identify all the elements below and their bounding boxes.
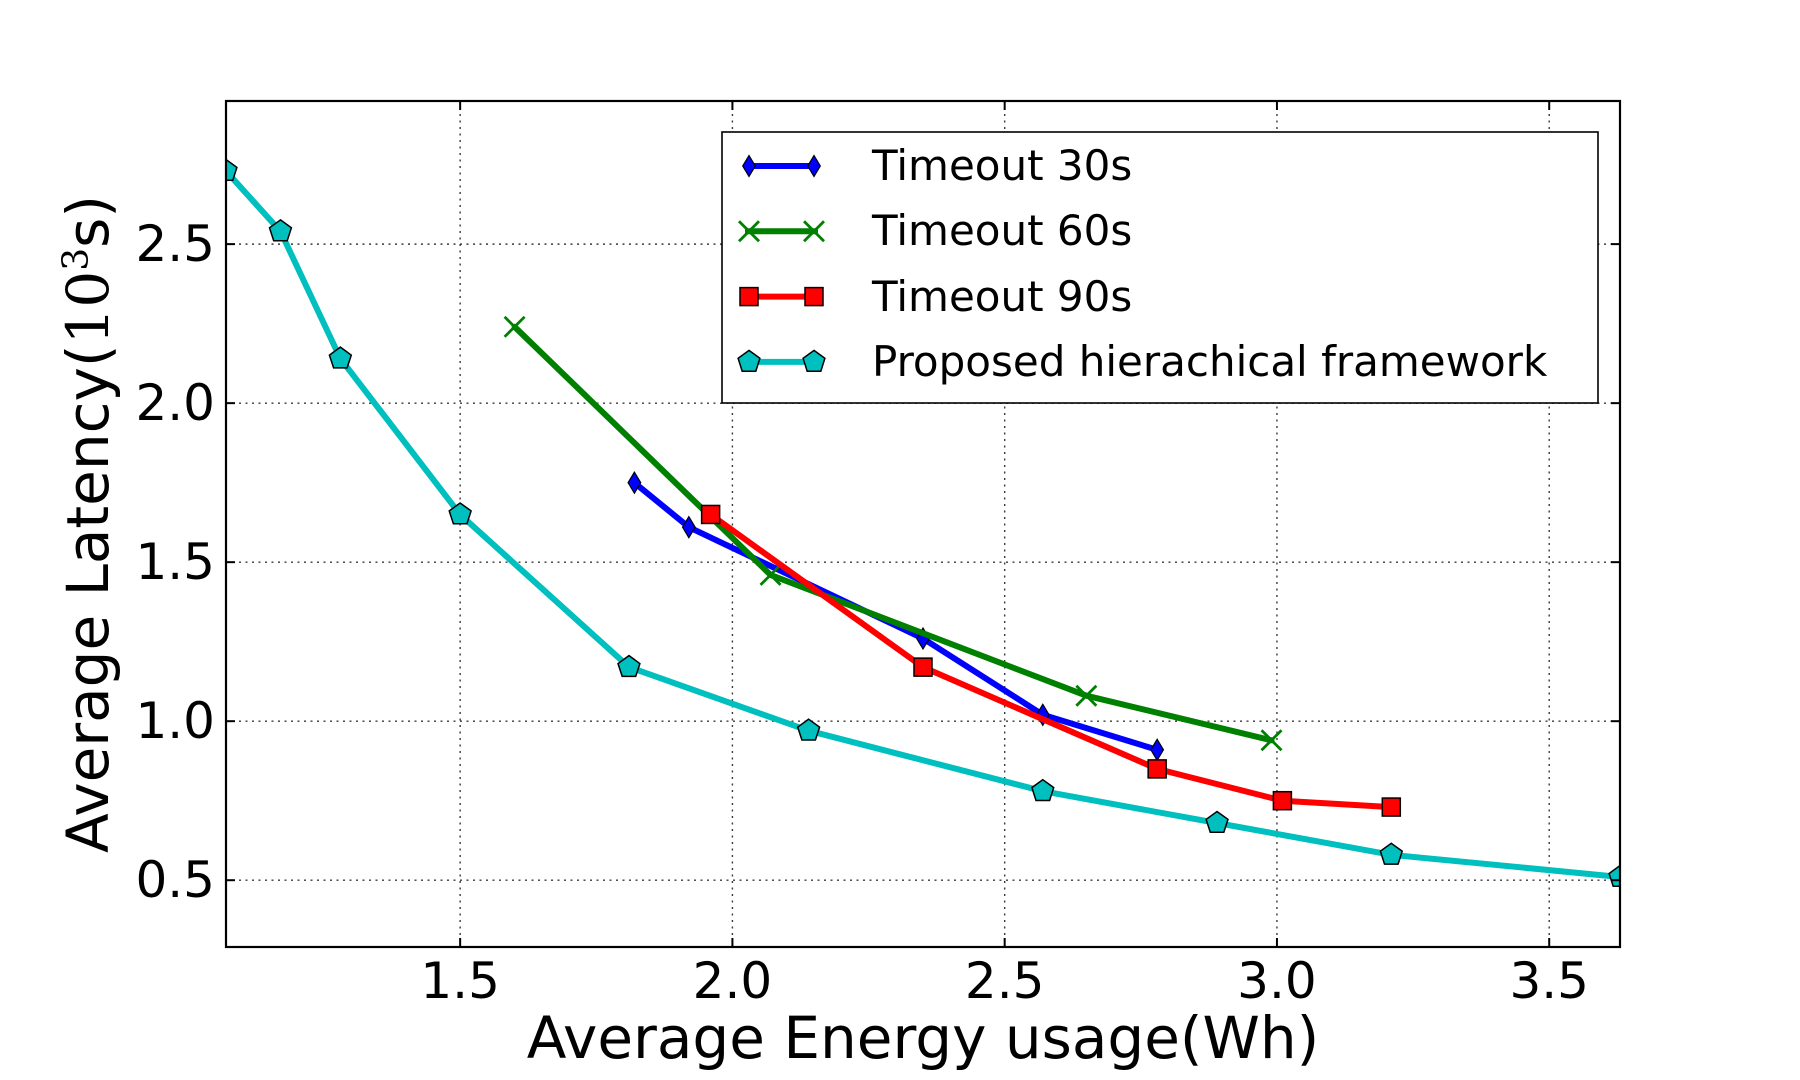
x-tick-label: 3.0 <box>1237 952 1317 1010</box>
series-line <box>225 168 1621 880</box>
thin-diamond-marker <box>742 154 756 178</box>
pentagon-marker <box>448 502 472 525</box>
thin-diamond-marker <box>627 470 642 495</box>
x-marker <box>503 315 526 338</box>
y-axis-label-power-base: 10 <box>54 270 122 345</box>
pentagon-marker <box>268 218 293 242</box>
square-marker <box>913 657 933 677</box>
x-marker <box>759 563 782 586</box>
thin-diamond-marker <box>681 515 696 539</box>
y-axis-label: Average Latency(103s) <box>54 0 122 1064</box>
x-marker <box>803 220 825 243</box>
x-marker <box>738 220 760 243</box>
square-marker <box>804 286 824 307</box>
legend-label: Proposed hierachical framework <box>872 336 1548 386</box>
square-marker <box>700 504 721 525</box>
tick-marks <box>226 101 1620 947</box>
pentagon-marker <box>802 349 826 372</box>
series-line <box>511 323 1275 744</box>
y-axis-label-unit: s) <box>54 194 122 248</box>
x-tick-label: 3.5 <box>1509 952 1589 1010</box>
y-tick-label: 2.5 <box>135 215 215 274</box>
x-marker <box>1075 684 1098 707</box>
square-marker <box>1272 790 1293 811</box>
pentagon-marker <box>617 654 641 678</box>
y-tick-label: 1.0 <box>135 692 215 751</box>
pentagon-marker <box>796 718 821 741</box>
pentagon-marker <box>328 346 353 369</box>
thin-diamond-marker <box>807 154 821 178</box>
legend-label: Timeout 60s <box>872 206 1133 256</box>
square-marker <box>1147 759 1167 779</box>
series-proposed-hierachical-framework <box>225 158 1621 888</box>
pentagon-marker <box>1205 810 1229 834</box>
y-axis-label-power-exponent: 3 <box>55 247 97 271</box>
x-tick-label: 2.5 <box>964 952 1045 1010</box>
x-tick-label: 2.0 <box>692 952 773 1010</box>
series-timeout-60s <box>503 315 1283 752</box>
pentagon-marker <box>1031 778 1055 802</box>
x-axis-label: Average Energy usage(Wh) <box>526 1004 1320 1072</box>
y-tick-label: 2.0 <box>135 374 215 433</box>
legend-box <box>721 131 1599 404</box>
thin-diamond-marker <box>1150 738 1165 762</box>
pentagon-marker <box>1379 842 1404 865</box>
y-axis-label-text: Average Latency( <box>54 344 122 854</box>
x-marker <box>1260 729 1283 752</box>
legend-box-group <box>721 131 1599 404</box>
pentagon-marker <box>737 349 761 372</box>
x-tick-label: 1.5 <box>420 952 500 1010</box>
series-timeout-90s <box>700 504 1402 817</box>
y-tick-label: 1.5 <box>135 533 215 592</box>
series-line <box>707 511 1395 811</box>
square-marker <box>739 286 759 307</box>
y-tick-label: 0.5 <box>135 851 215 910</box>
legend-label: Timeout 90s <box>872 271 1133 321</box>
plot-frame <box>224 99 1622 949</box>
square-marker <box>1381 797 1402 817</box>
legend-label: Timeout 30s <box>872 141 1133 190</box>
